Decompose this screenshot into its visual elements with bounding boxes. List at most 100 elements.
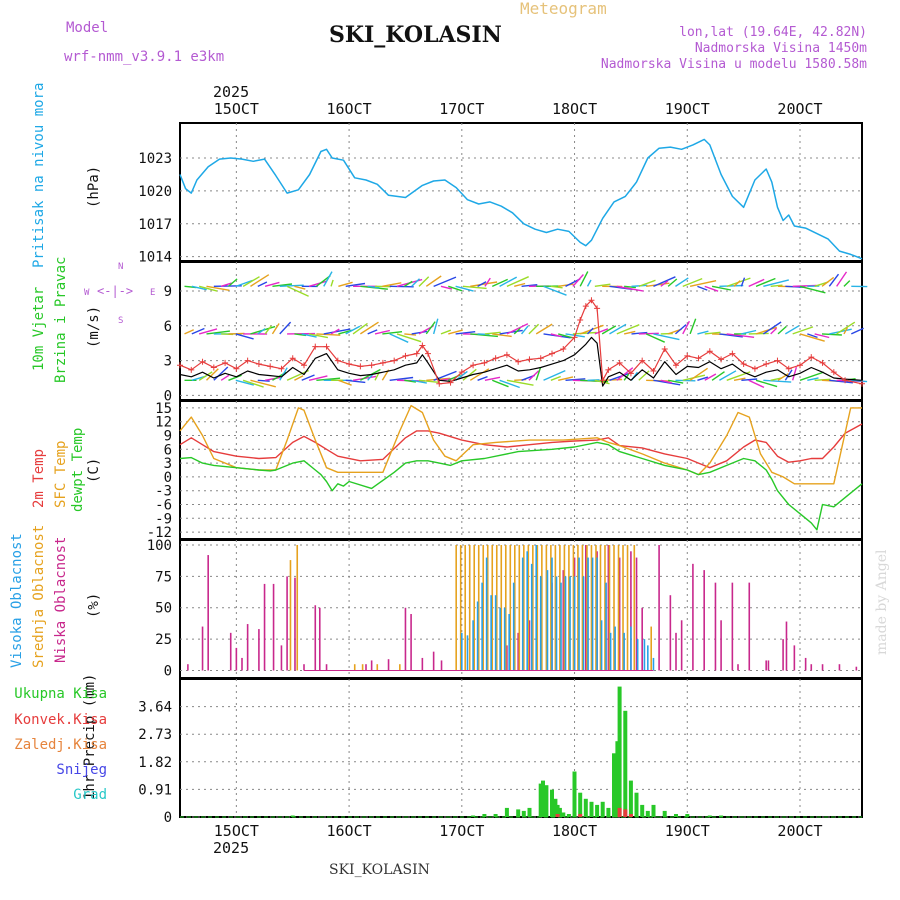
- wind-arrow: [711, 371, 725, 381]
- wind-gust-marker: [379, 359, 386, 366]
- wind-arrow: [316, 333, 341, 336]
- wind-gust-marker: [458, 369, 465, 376]
- watermark: made by Angel: [874, 549, 890, 656]
- series-line-2m-temp: [179, 423, 863, 469]
- wind-arrow: [697, 330, 709, 335]
- wind-arrow: [382, 331, 403, 335]
- wind-arrow: [792, 326, 814, 335]
- wind-arrow: [191, 285, 207, 291]
- wind-arrow: [777, 325, 787, 335]
- wind-arrow: [719, 333, 743, 338]
- wind-arrow: [660, 379, 672, 384]
- y-tick-label: -6: [155, 498, 172, 514]
- wind-arrow: [740, 277, 746, 287]
- precip-bar-ukupna-kisa: [493, 814, 498, 817]
- wind-arrow: [352, 322, 368, 335]
- wind-arrow: [257, 379, 270, 382]
- wind-arrow: [418, 276, 430, 287]
- wind-arrow: [741, 329, 757, 335]
- wind-arrow: [389, 376, 414, 381]
- precip-bar-ukupna-kisa: [521, 810, 526, 817]
- wind-arrow: [528, 323, 540, 335]
- wind-arrow: [308, 280, 327, 288]
- wind-gust-marker: [582, 303, 589, 310]
- pressure-side-label: Pritisak na nivou mora: [31, 82, 47, 268]
- wind-arrow: [843, 327, 849, 335]
- x-tick-label-bottom: 15OCT: [214, 822, 259, 840]
- wind-arrow: [184, 329, 194, 335]
- wind-arrow: [814, 333, 830, 339]
- wind-gust-marker: [481, 359, 488, 366]
- wind-arrow: [455, 285, 474, 292]
- wind-gust-marker: [210, 364, 217, 371]
- precip-bar-ukupna-kisa: [719, 815, 724, 817]
- wind-arrow: [558, 333, 573, 339]
- wind-arrow: [448, 285, 463, 292]
- wind-arrow: [836, 321, 856, 335]
- wind-arrow: [404, 379, 417, 383]
- wind-arrow: [198, 371, 213, 381]
- y-tick-label: 6: [164, 319, 172, 335]
- wind-arrow: [403, 280, 413, 287]
- y-tick-label: 15: [155, 401, 172, 417]
- wind-gust-marker: [526, 356, 533, 363]
- wind-arrow: [594, 283, 611, 288]
- precip-bar-ukupna-kisa: [615, 741, 620, 817]
- y-tick-label: -3: [155, 484, 172, 500]
- precip-bar-ukupna-kisa: [674, 814, 678, 817]
- wind-legend-w: W: [84, 288, 90, 298]
- wind-gust-marker: [842, 377, 849, 384]
- wind-arrow: [470, 281, 498, 288]
- y-tick-label: 12: [155, 415, 172, 431]
- wind-arrow: [228, 278, 238, 287]
- precip-bar-ukupna-kisa: [290, 815, 295, 817]
- wind-arrow: [609, 323, 627, 335]
- precip-bar-ukupna-kisa: [471, 815, 476, 817]
- wind-arrow: [543, 285, 567, 296]
- wind-gust-marker: [751, 365, 758, 372]
- temp-side-label-2: SFC Temp: [53, 440, 69, 508]
- wind-gust-marker: [560, 345, 567, 352]
- wind-arrow: [477, 281, 487, 287]
- precip-bar-ukupna-kisa: [504, 807, 509, 817]
- y-tick-label: 9: [164, 429, 172, 445]
- wind-arrow: [462, 285, 487, 290]
- wind-arrow: [294, 375, 304, 381]
- wind-gust-marker: [605, 366, 612, 373]
- wind-arrow: [558, 376, 574, 381]
- wind-arrow: [580, 379, 609, 383]
- wind-arrow: [301, 333, 317, 338]
- wind-arrow: [492, 333, 512, 338]
- precip-bar-konvekkisa: [628, 814, 633, 817]
- model-label: Model: [66, 20, 109, 36]
- gridlines: [180, 123, 862, 818]
- wind-arrow: [616, 285, 644, 292]
- precip-bar-ukupna-kisa: [617, 686, 622, 817]
- wind-arrow: [308, 333, 329, 339]
- chart-title: SKI_KOLASIN: [329, 22, 502, 48]
- wind-arrow: [791, 367, 798, 381]
- wind-arrow: [689, 367, 708, 381]
- precip-bar-ukupna-kisa: [645, 810, 650, 817]
- data-marks: [177, 138, 868, 818]
- wind-gust-marker: [391, 357, 398, 364]
- wind-arrow: [601, 325, 617, 335]
- wind-arrow: [323, 328, 351, 335]
- pressure-unit: (hPa): [86, 165, 102, 208]
- wind-gust-marker: [740, 361, 747, 368]
- wind-arrow: [374, 329, 390, 335]
- wind-arrow: [733, 377, 746, 381]
- precip-bar-ukupna-kisa: [561, 812, 566, 817]
- wind-arrow: [279, 284, 304, 288]
- precip-bar-ukupna-kisa: [541, 780, 545, 817]
- cloud-unit: (%): [86, 592, 102, 618]
- wind-arrow: [682, 277, 703, 288]
- wind-arrow: [763, 379, 792, 383]
- wind-arrow: [440, 329, 452, 335]
- y-tick-label: 25: [155, 632, 172, 648]
- wind-arrow: [674, 324, 687, 335]
- wind-arrow: [213, 366, 229, 381]
- wind-arrow: [807, 333, 818, 339]
- precip-panel: [179, 678, 863, 818]
